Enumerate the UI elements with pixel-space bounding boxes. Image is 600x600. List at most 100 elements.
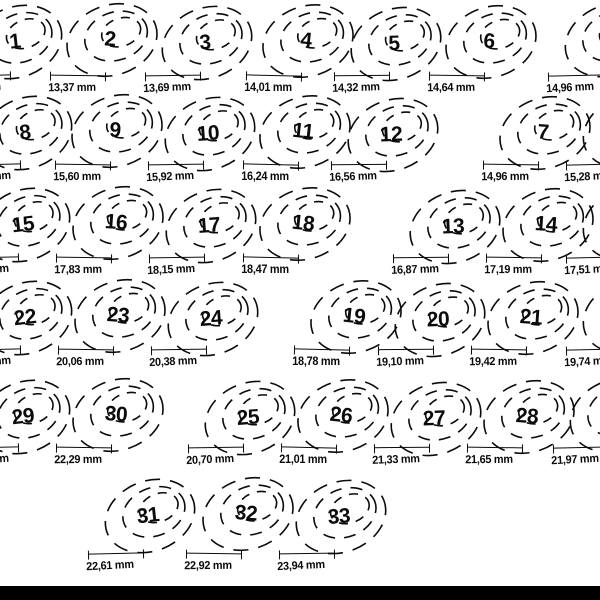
- ring-swirl-icon: [502, 187, 594, 263]
- ring-swirl-icon: [390, 381, 482, 457]
- ring-swirl-icon: [0, 4, 63, 80]
- ring-swirl-icon: [350, 6, 442, 82]
- ring-cell: 26: [292, 372, 395, 459]
- diameter-measure-bar: [54, 160, 112, 171]
- ring-swirl-icon: [297, 378, 389, 454]
- diameter-bar-line: [57, 256, 112, 259]
- diameter-measure-bar: [293, 345, 351, 356]
- diameter-bar-line: [487, 256, 542, 259]
- ring-cell: 19: [305, 273, 408, 360]
- diameter-measure-bar: [185, 549, 243, 560]
- ring-swirl-icon: [0, 379, 71, 455]
- ring-cell: 29: [0, 373, 76, 460]
- ring-cell: 25: [199, 375, 301, 461]
- diameter-label: 17,51 mm: [0, 262, 10, 278]
- ring-cell: 15: [0, 181, 76, 268]
- diameter-label: 20,06 mm: [56, 355, 104, 369]
- diameter-measure-bar: [55, 253, 113, 264]
- ring-cell: 4: [257, 0, 360, 85]
- ring-swirl-icon: [582, 93, 600, 169]
- diameter-bar-line: [282, 446, 337, 449]
- ring-swirl-icon: [394, 282, 486, 358]
- diameter-label: 21,33 mm: [372, 453, 420, 467]
- diameter-bar-line: [566, 163, 600, 166]
- diameter-measure-bar: [466, 443, 524, 454]
- diameter-label: 16,87 mm: [391, 263, 439, 277]
- diameter-bar-line: [472, 348, 527, 351]
- diameter-label: 19,10 mm: [376, 355, 424, 369]
- diameter-bar-line: [374, 446, 429, 449]
- ring-cell: 11: [254, 88, 357, 175]
- diameter-measure-bar: [565, 253, 600, 264]
- ring-swirl-icon: [582, 278, 600, 354]
- diameter-bar-line: [0, 74, 10, 77]
- ring-swirl-icon: [259, 186, 351, 262]
- ring-cell: 2: [61, 0, 163, 83]
- ring-cell: 30: [67, 372, 169, 458]
- ring-swirl-icon: [295, 479, 387, 555]
- ring-swirl-icon: [569, 377, 600, 453]
- ring-swirl-icon: [72, 377, 164, 453]
- diameter-bar-line: [0, 348, 20, 351]
- diameter-bar-line: [331, 163, 386, 166]
- ring-swirl-icon: [0, 95, 73, 171]
- ring-swirl-icon: [71, 93, 163, 169]
- diameter-measure-bar: [428, 71, 486, 82]
- ring-swirl-icon: [483, 379, 575, 455]
- diameter-measure-bar: [148, 253, 206, 264]
- diameter-measure-bar: [147, 160, 205, 171]
- diameter-label: 16,24 mm: [241, 171, 289, 183]
- ring-swirl-icon: [165, 188, 257, 264]
- diameter-measure-bar: [242, 253, 300, 264]
- diameter-bar-line: [566, 256, 600, 259]
- ring-swirl-icon: [104, 478, 196, 554]
- ring-cell: 9: [66, 88, 168, 174]
- diameter-bar-line: [0, 163, 20, 166]
- ring-swirl-icon: [259, 94, 351, 170]
- diameter-measure-bar: [373, 443, 431, 454]
- diameter-measure-bar: [0, 71, 12, 82]
- diameter-bar-line: [188, 446, 243, 449]
- ring-cell: 33: [290, 474, 392, 560]
- ring-cell: 12: [343, 92, 444, 177]
- ring-swirl-icon: [164, 96, 256, 172]
- ring-swirl-icon: [0, 187, 71, 263]
- diameter-measure-bar: [87, 549, 145, 560]
- diameter-measure-bar: [565, 160, 600, 171]
- diameter-label: 18,78 mm: [292, 356, 340, 368]
- ring-size-number: 32: [234, 501, 259, 526]
- diameter-bar-line: [430, 74, 485, 77]
- diameter-measure-bar: [330, 160, 388, 171]
- diameter-bar-line: [393, 256, 448, 259]
- diameter-measure-bar: [49, 71, 107, 82]
- diameter-label: 21,01 mm: [279, 454, 327, 466]
- footer-bar: [0, 586, 600, 600]
- ring-swirl-icon: [487, 280, 579, 356]
- diameter-bar-line: [484, 163, 539, 166]
- ring-cell: 23: [69, 273, 171, 359]
- diameter-measure-bar: [150, 345, 208, 356]
- ring-swirl-icon: [167, 281, 259, 357]
- ring-cell: 31: [99, 472, 202, 559]
- ring-cell: 10: [159, 91, 261, 177]
- diameter-measure-bar: [392, 253, 450, 264]
- ring-swirl-icon: [582, 185, 600, 261]
- ring-swirl-icon: [202, 476, 294, 552]
- ring-cell: 6: [440, 0, 542, 85]
- diameter-label: 22,29 mm: [54, 453, 102, 467]
- ring-cell: 22: [0, 274, 78, 361]
- ring-size-number: 33: [326, 504, 351, 529]
- ring-swirl-icon: [499, 95, 591, 171]
- diameter-bar-line: [566, 348, 600, 351]
- diameter-bar-line: [151, 348, 206, 351]
- diameter-bar-line: [0, 446, 18, 449]
- ring-swirl-icon: [409, 189, 501, 265]
- ring-cell: 28: [478, 374, 580, 460]
- ring-cell: 18: [254, 180, 357, 267]
- diameter-measure-bar: [278, 549, 336, 560]
- ring-cell: [577, 87, 600, 174]
- diameter-bar-line: [59, 348, 114, 351]
- diameter-bar-line: [187, 552, 242, 555]
- ring-cell: 7: [494, 90, 596, 176]
